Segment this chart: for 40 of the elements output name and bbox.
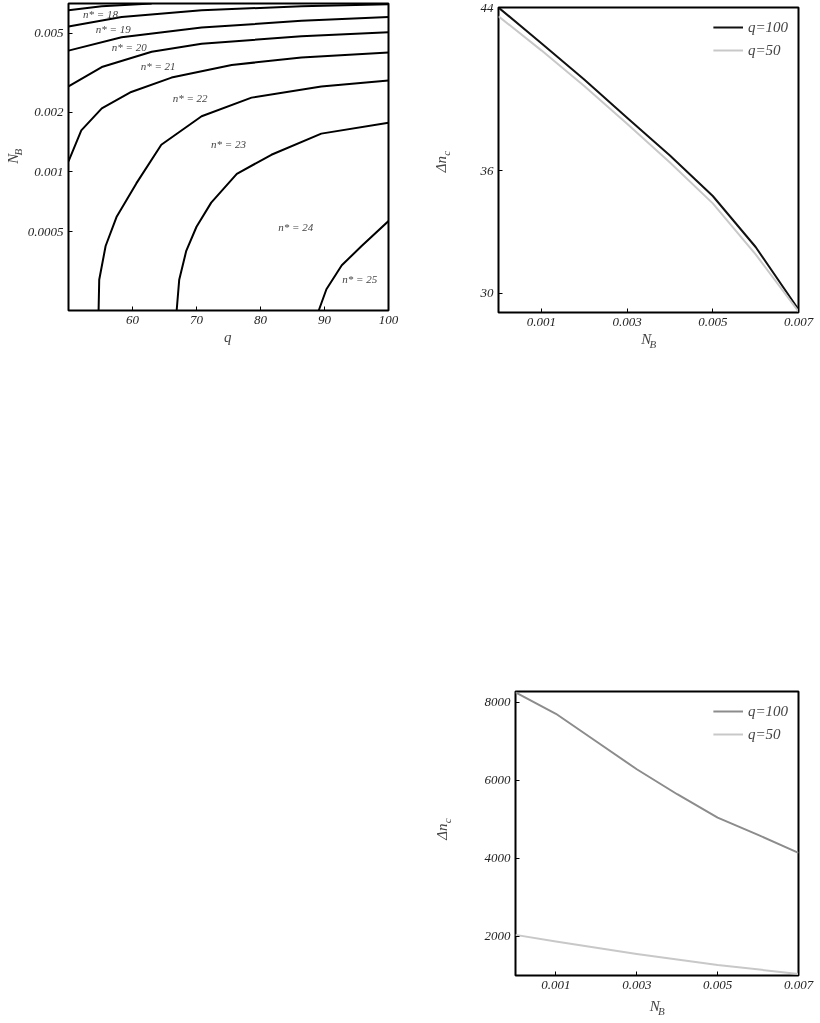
annotation: n* = 19 [95,22,132,35]
legend-label: q=100 [747,18,788,36]
y-axis-title: NB [4,148,24,165]
annotation: n* = 23 [211,137,247,150]
annotation: n* = 25 [342,273,378,286]
legend-label: q=50 [747,725,781,743]
y-tick-label: 4000 [484,850,511,866]
annotation: n* = 20 [111,41,148,54]
annotation: n* = 22 [172,92,209,105]
x-tick-label: 0.003 [622,976,652,992]
x-tick-label: 0.007 [783,313,814,329]
x-tick-label: 0.005 [698,313,728,329]
y-tick-label: 2000 [484,928,511,944]
x-tick-label: 100 [378,311,399,327]
y-axis-title: Δnc [433,818,453,841]
x-tick-label: 0.005 [703,976,733,992]
annotation: n* = 24 [278,221,314,234]
x-tick-label: 70 [190,311,204,327]
y-tick-label: 0.002 [34,104,64,120]
x-tick-label: 0.001 [526,313,556,329]
x-tick-label: 0.007 [783,976,814,992]
x-tick-label: 0.001 [541,976,571,992]
x-tick-label: 60 [126,311,140,327]
x-axis-title: q [223,329,232,346]
x-tick-label: 90 [318,311,332,327]
x-tick-label: 80 [254,311,268,327]
y-tick-label: 8000 [484,694,511,710]
y-tick-label: 0.0005 [27,223,64,239]
y-tick-label: 36 [479,162,494,178]
y-tick-label: 0.005 [34,25,64,41]
y-tick-label: 30 [479,285,494,301]
legend-label: q=100 [747,702,788,720]
legend-label: q=50 [747,41,781,59]
annotation: n* = 18 [83,7,119,20]
y-tick-label: 0.001 [34,163,64,179]
y-tick-label: 44 [480,0,494,15]
annotation: n* = 21 [140,60,176,73]
x-tick-label: 0.003 [612,313,643,329]
y-axis-title: Δnc [432,150,452,174]
y-tick-label: 6000 [484,772,511,788]
